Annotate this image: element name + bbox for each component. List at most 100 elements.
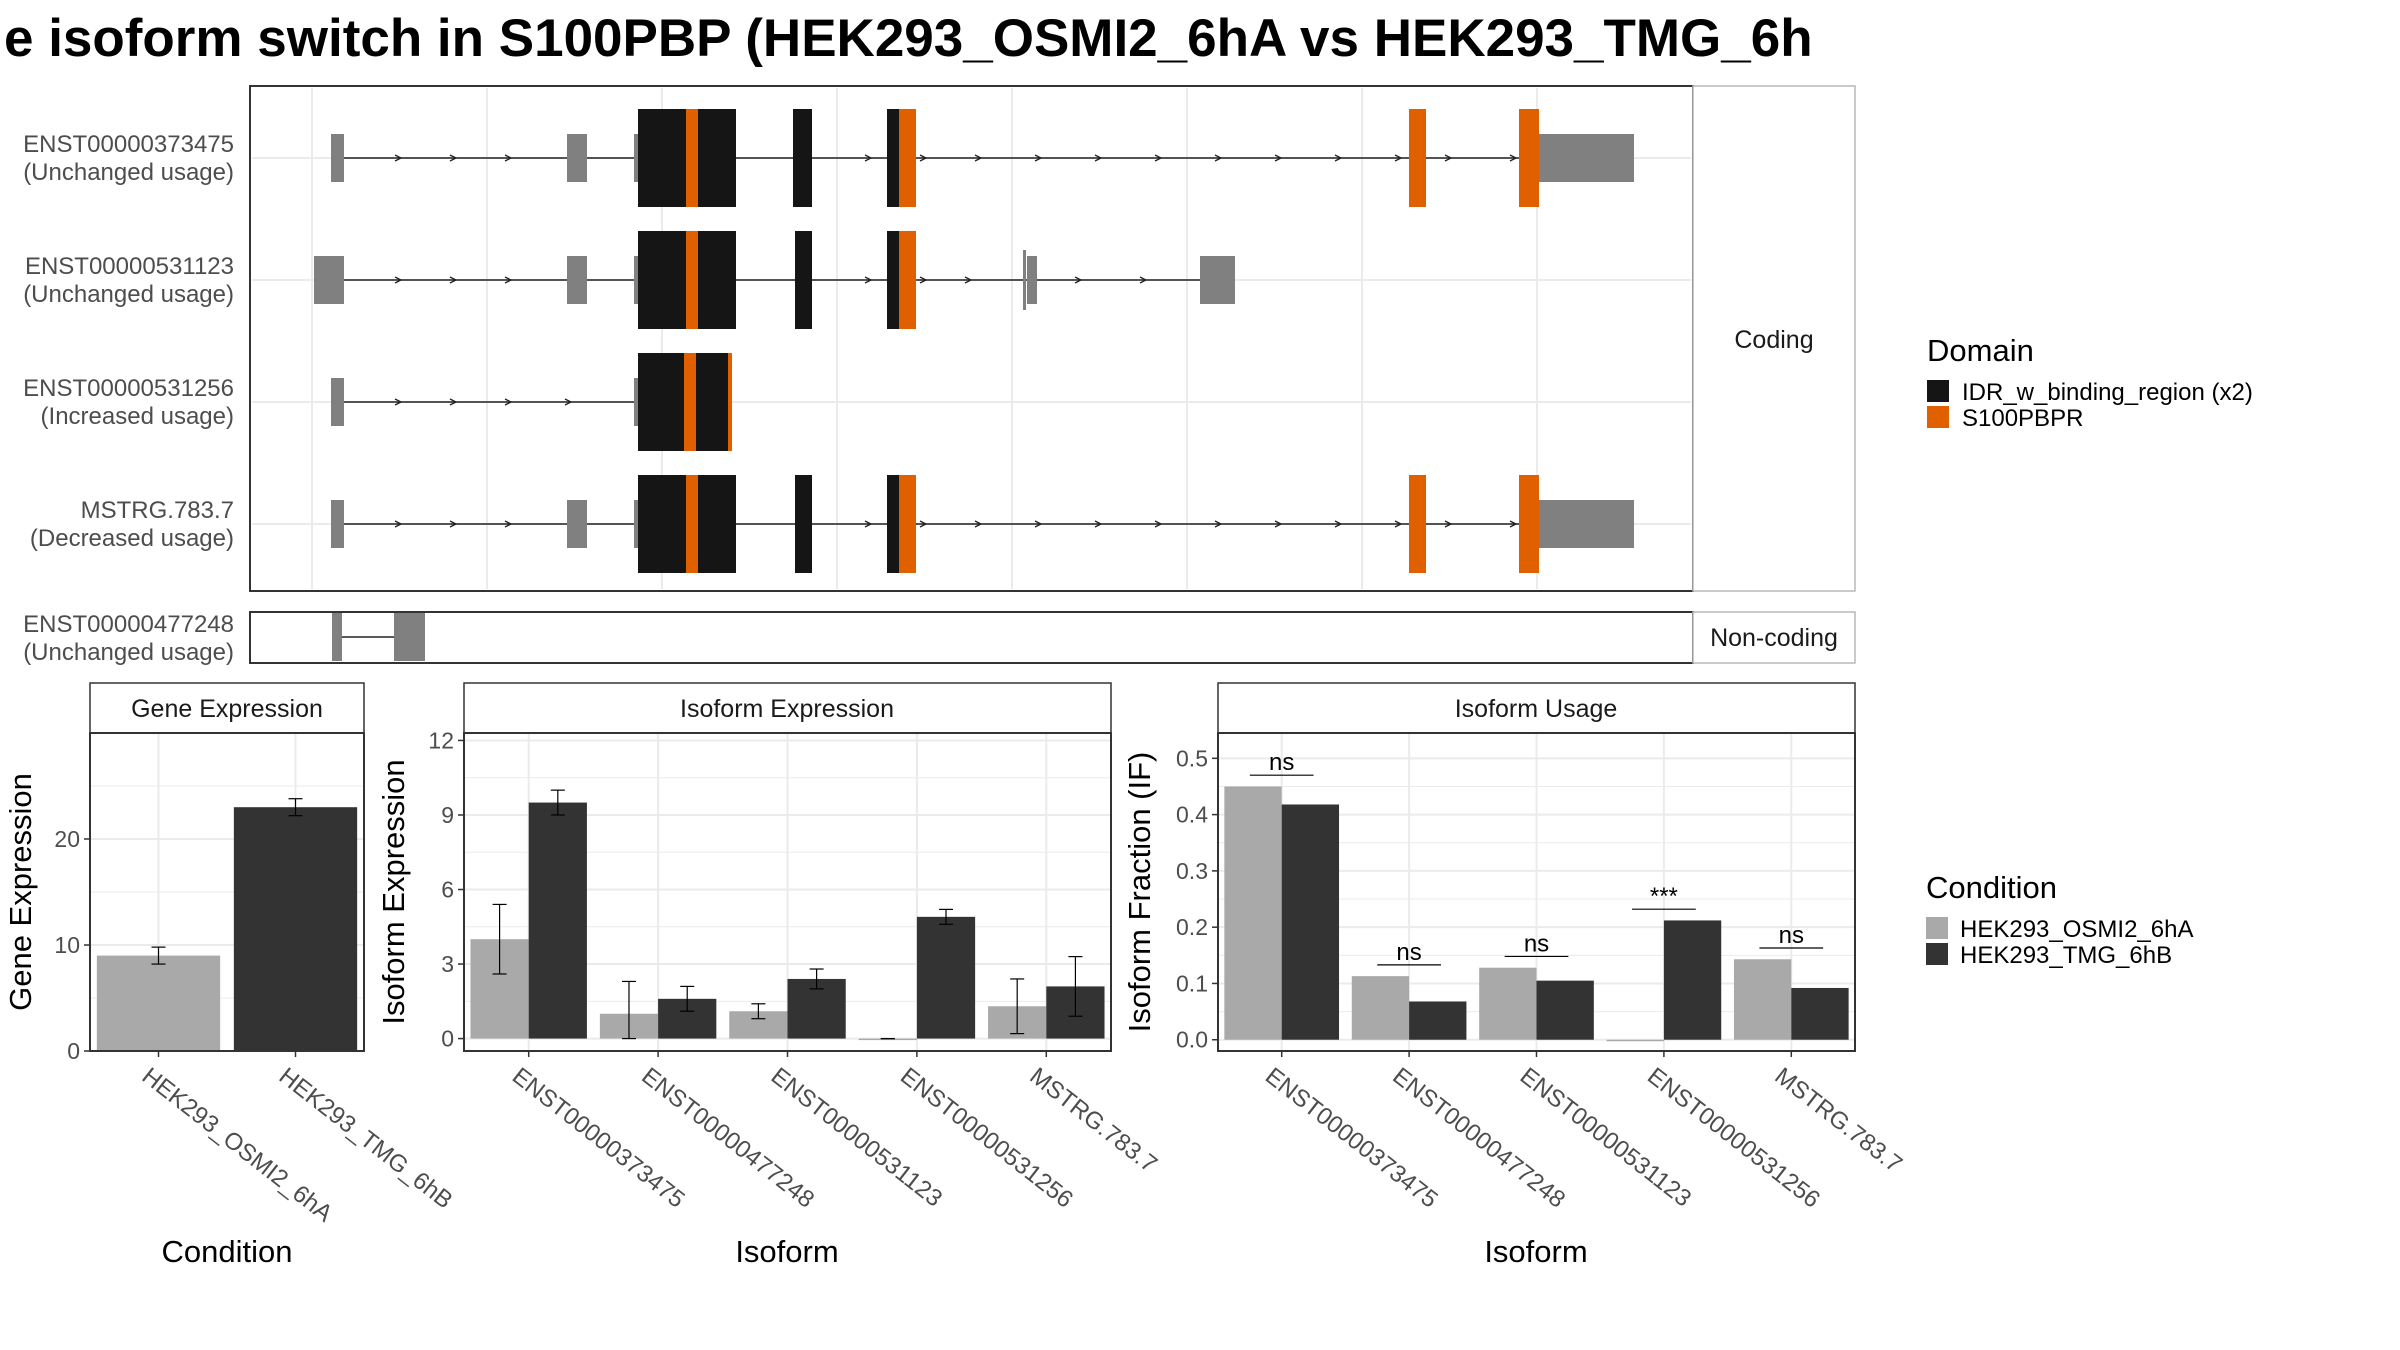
s100pbpr-domain	[899, 231, 916, 329]
legend-label-cond-b: HEK293_TMG_6hB	[1960, 942, 2172, 969]
intron-arrow	[394, 154, 403, 162]
bar	[1281, 804, 1340, 1040]
condition-legend-title: Condition	[1926, 870, 2057, 905]
ie-x-axis-label: Isoform	[735, 1234, 838, 1269]
figure-title: e isoform switch in S100PBP (HEK293_OSMI…	[4, 9, 1813, 68]
idr-domain	[887, 109, 899, 207]
intron-arrow	[1074, 276, 1083, 284]
bar	[916, 916, 976, 1039]
s100pbpr-domain	[686, 475, 698, 573]
intron-arrow	[919, 154, 928, 162]
y-tick-label: 0.2	[1176, 914, 1208, 940]
isoform-expression-panel: Isoform Expression 036912ENST00000373475…	[376, 682, 1162, 1269]
iu-panel-border	[1217, 732, 1856, 1052]
track-label-usage: (Unchanged usage)	[23, 639, 234, 666]
intron-arrow	[394, 276, 403, 284]
intron-arrow	[1094, 520, 1103, 528]
idr-domain	[638, 475, 688, 573]
noncoding-panel-border	[249, 611, 1694, 664]
intron-arrow	[504, 398, 513, 406]
intron-arrow	[1274, 520, 1283, 528]
s100pbpr-domain	[1519, 475, 1539, 573]
intron-arrow	[449, 154, 458, 162]
intron-arrow	[449, 276, 458, 284]
intron-arrow	[1154, 520, 1163, 528]
transcript-track	[332, 613, 425, 661]
y-tick-label: 20	[54, 826, 80, 852]
intron-arrow	[964, 276, 973, 284]
intron-arrow	[504, 520, 513, 528]
intron-arrow	[1154, 154, 1163, 162]
y-tick-label: 0.3	[1176, 858, 1208, 884]
intron-arrow	[864, 154, 873, 162]
intron-arrow	[1214, 520, 1223, 528]
bar	[1606, 1039, 1664, 1042]
idr-domain	[887, 475, 899, 573]
iu-strip	[1217, 682, 1856, 734]
isoform-usage-panel: Isoform Usage ns ns ns *** ns 0.0 0.1 0.2 0.3 0.4…	[1122, 682, 1907, 1269]
condition-legend: Condition HEK293_OSMI2_6hA HEK293_TMG_6h…	[1926, 870, 2193, 969]
x-tick-label: MSTRG.783.7	[1770, 1062, 1907, 1178]
noncoding-strip	[1692, 611, 1856, 664]
ge-strip	[89, 682, 365, 734]
intron-arrow	[974, 154, 983, 162]
bar	[1663, 920, 1722, 1040]
track-label-id: ENST00000531256	[23, 375, 234, 402]
intron-arrow	[449, 398, 458, 406]
idr-domain	[795, 231, 812, 329]
s100pbpr-domain	[686, 109, 698, 207]
transcript-track	[331, 109, 1634, 207]
coding-strip-label: Coding	[1734, 326, 1813, 354]
s100pbpr-domain	[684, 353, 696, 451]
bar	[1409, 1001, 1467, 1040]
intron-arrow	[504, 276, 513, 284]
legend-key-idr	[1927, 380, 1949, 402]
intron-arrow	[1444, 154, 1453, 162]
utr-exon	[1200, 256, 1235, 304]
intron-arrow	[1094, 154, 1103, 162]
s100pbpr-domain	[1519, 109, 1539, 207]
y-tick-label: 10	[54, 932, 80, 958]
exon	[634, 256, 638, 304]
iu-y-axis-label: Isoform Fraction (IF)	[1122, 752, 1157, 1033]
exon	[567, 256, 587, 304]
exon	[331, 500, 344, 548]
idr-domain	[793, 109, 812, 207]
intron-arrow	[1274, 154, 1283, 162]
legend-label-cond-a: HEK293_OSMI2_6hA	[1960, 916, 2193, 943]
iu-x-axis-label: Isoform	[1484, 1234, 1587, 1269]
exon	[1023, 250, 1026, 310]
transcript-track	[314, 231, 1235, 329]
iu-strip-label: Isoform Usage	[1455, 695, 1618, 723]
coding-strip	[1692, 85, 1856, 592]
legend-label-idr: IDR_w_binding_region (x2)	[1962, 379, 2253, 406]
intron-arrow	[504, 154, 513, 162]
bar	[1791, 987, 1849, 1040]
bar	[96, 955, 221, 1051]
intron-arrow	[394, 398, 403, 406]
bar	[858, 1038, 917, 1041]
intron-arrow	[1034, 154, 1043, 162]
y-tick-label: 0.4	[1176, 802, 1208, 828]
transcript-track	[331, 475, 1634, 573]
intron-arrow	[449, 520, 458, 528]
intron-arrow	[864, 276, 873, 284]
x-tick-label: MSTRG.783.7	[1025, 1062, 1162, 1178]
significance-label: ns	[1779, 922, 1804, 949]
s100pbpr-domain	[728, 353, 732, 451]
bar	[1351, 976, 1410, 1040]
ge-strip-label: Gene Expression	[131, 695, 323, 723]
bar	[1733, 959, 1792, 1040]
noncoding-tracks	[332, 613, 425, 661]
intron-arrow	[1214, 154, 1223, 162]
intron-arrow	[919, 520, 928, 528]
legend-key-s100pbpr	[1927, 406, 1949, 428]
y-tick-label: 6	[441, 877, 454, 903]
ge-panel-border	[89, 732, 365, 1052]
ie-panel-border	[463, 732, 1112, 1052]
intron-arrow	[1509, 154, 1518, 162]
intron-arrow	[564, 398, 573, 406]
exon	[394, 613, 425, 661]
idr-domain	[638, 353, 686, 451]
intron-arrow	[1394, 154, 1403, 162]
